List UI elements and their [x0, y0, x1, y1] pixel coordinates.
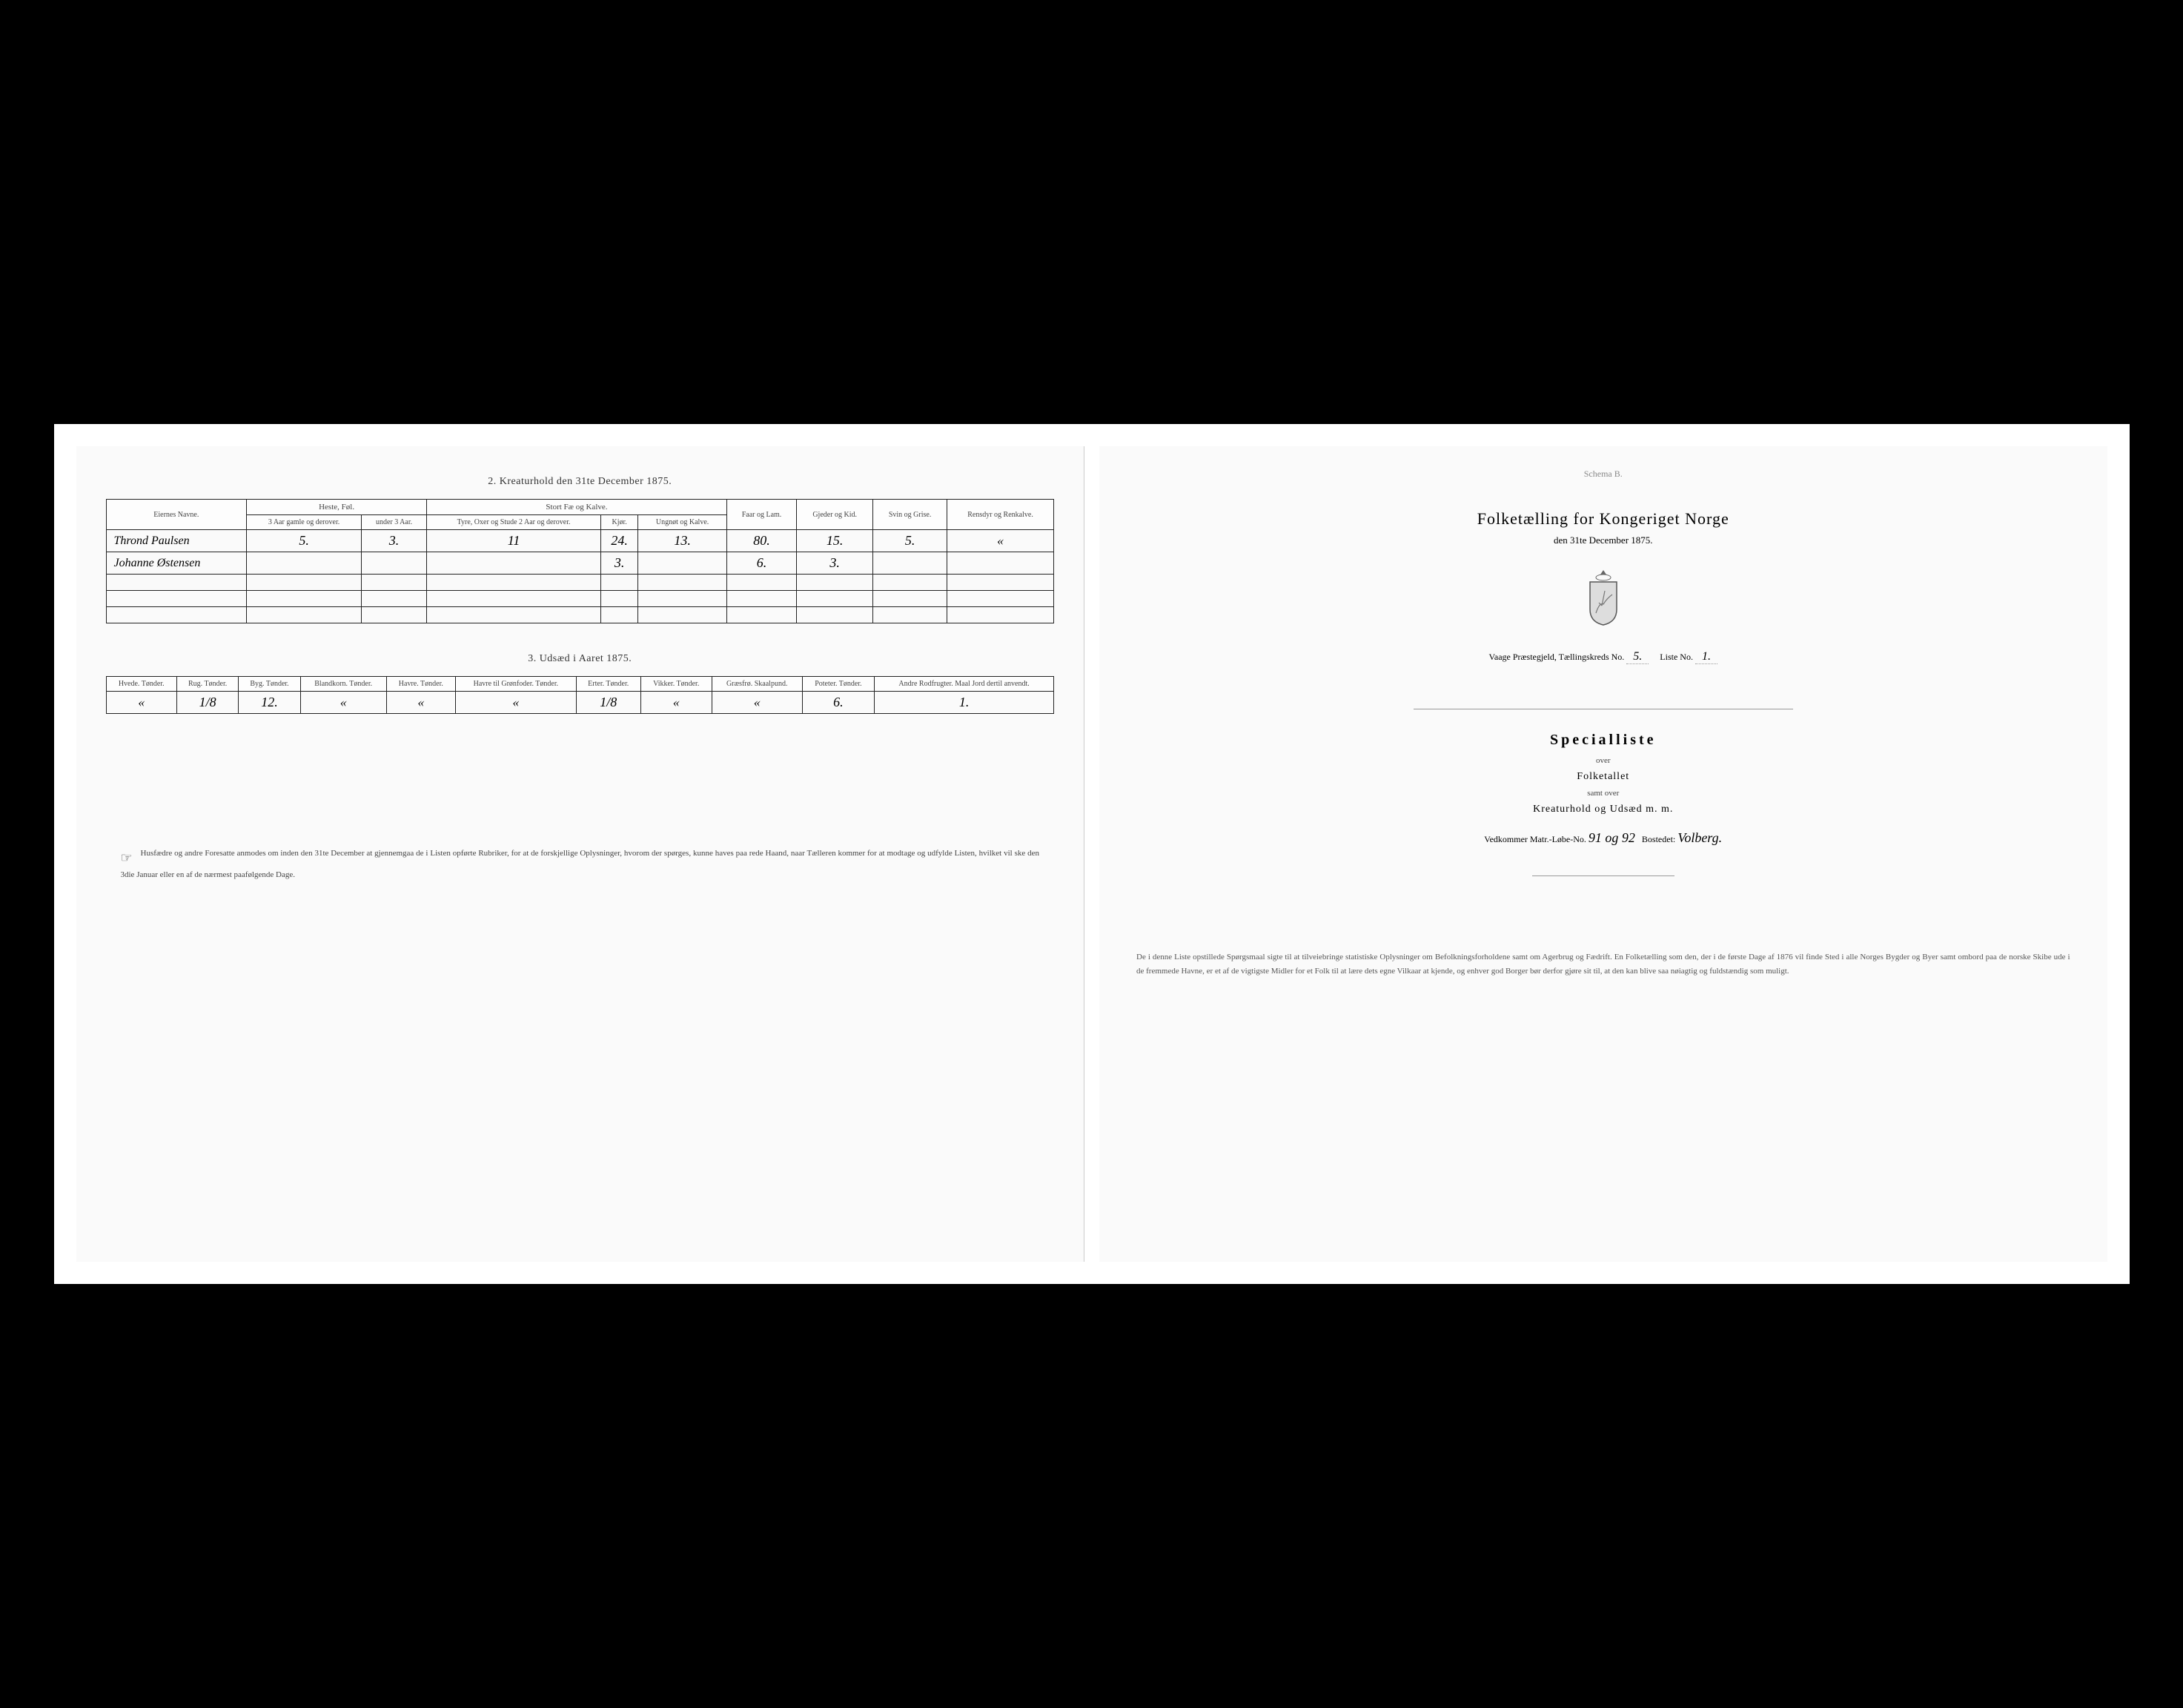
col-erter: Erter. Tønder.	[576, 677, 640, 692]
special-title: Specialliste	[1129, 732, 2078, 749]
district-prefix: Vaage Præstegjeld, Tællingskreds No.	[1489, 652, 1625, 662]
special-folketallet: Folketallet	[1129, 771, 2078, 783]
liste-label: Liste No.	[1660, 652, 1693, 662]
cell: 1.	[875, 692, 1054, 714]
footer-text: Husfædre og andre Foresatte anmodes om i…	[121, 849, 1040, 879]
cell: 3.	[362, 530, 427, 552]
cell: 15.	[797, 530, 873, 552]
sowing-table: Hvede. Tønder. Rug. Tønder. Byg. Tønder.…	[106, 676, 1055, 714]
cell: «	[300, 692, 386, 714]
cell: «	[106, 692, 176, 714]
col-graesfro: Græsfrø. Skaalpund.	[712, 677, 802, 692]
col-havre: Havre. Tønder.	[386, 677, 455, 692]
col-poteter: Poteter. Tønder.	[802, 677, 875, 692]
cell	[362, 552, 427, 575]
table-row: Johanne Østensen 3. 6. 3.	[106, 552, 1054, 575]
cell	[427, 552, 601, 575]
coat-of-arms-icon	[1581, 569, 1626, 628]
cell: 1/8	[176, 692, 238, 714]
col-group-horses: Heste, Føl.	[247, 500, 427, 515]
bostedet-label: Bostedet:	[1642, 834, 1675, 844]
col-h1: 3 Aar gamle og derover.	[247, 515, 362, 530]
cell: «	[947, 530, 1054, 552]
table-row: « 1/8 12. « « « 1/8 « « 6. 1.	[106, 692, 1054, 714]
col-reindeer: Rensdyr og Renkalve.	[947, 500, 1054, 530]
special-over: over	[1129, 756, 2078, 765]
cell: «	[386, 692, 455, 714]
cell: «	[712, 692, 802, 714]
left-footer-note: ☞ Husfædre og andre Foresatte anmodes om…	[106, 847, 1055, 881]
census-title: Folketælling for Kongeriget Norge	[1129, 509, 2078, 529]
livestock-table: Eiernes Navne. Heste, Føl. Stort Fæ og K…	[106, 499, 1055, 623]
section3-title: 3. Udsæd i Aaret 1875.	[106, 653, 1055, 665]
census-subtitle: den 31te December 1875.	[1129, 534, 2078, 546]
cell: 24.	[601, 530, 638, 552]
special-kreatur: Kreaturhold og Udsæd m. m.	[1129, 804, 2078, 815]
document-frame: 2. Kreaturhold den 31te December 1875. E…	[54, 424, 2130, 1284]
cell	[247, 552, 362, 575]
table-row	[106, 575, 1054, 591]
table-row: Thrond Paulsen 5. 3. 11 24. 13. 80. 15. …	[106, 530, 1054, 552]
col-sheep: Faar og Lam.	[726, 500, 796, 530]
col-hvede: Hvede. Tønder.	[106, 677, 176, 692]
col-havre-gron: Havre til Grønfoder. Tønder.	[455, 677, 576, 692]
cell: 80.	[726, 530, 796, 552]
cell: 6.	[802, 692, 875, 714]
cell: 12.	[239, 692, 300, 714]
district-no: 5.	[1626, 650, 1649, 664]
pointing-hand-icon: ☞	[121, 847, 133, 869]
cell: 1/8	[576, 692, 640, 714]
special-samt-over: samt over	[1129, 789, 2078, 798]
cell	[947, 552, 1054, 575]
bostedet: Volberg.	[1677, 830, 1722, 846]
cell: «	[640, 692, 712, 714]
left-page: 2. Kreaturhold den 31te December 1875. E…	[76, 446, 1085, 1262]
cell: 13.	[638, 530, 727, 552]
col-vikker: Vikker. Tønder.	[640, 677, 712, 692]
cell	[873, 552, 947, 575]
section2-title: 2. Kreaturhold den 31te December 1875.	[106, 476, 1055, 488]
table-row	[106, 591, 1054, 607]
matr-label: Vedkommer Matr.-Løbe-No.	[1484, 834, 1586, 844]
col-c3: Ungnøt og Kalve.	[638, 515, 727, 530]
col-rodfrugter: Andre Rodfrugter. Maal Jord dertil anven…	[875, 677, 1054, 692]
owner-name: Johanne Østensen	[106, 552, 247, 575]
cell: 3.	[601, 552, 638, 575]
cell: 3.	[797, 552, 873, 575]
matr-line: Vedkommer Matr.-Løbe-No. 91 og 92 Bosted…	[1129, 830, 2078, 846]
district-line: Vaage Præstegjeld, Tællingskreds No. 5. …	[1129, 650, 2078, 664]
divider	[1532, 875, 1674, 876]
cell: 6.	[726, 552, 796, 575]
matr-no: 91 og 92	[1589, 830, 1635, 846]
cell: 5.	[247, 530, 362, 552]
right-page: Schema B. Folketælling for Kongeriget No…	[1099, 446, 2107, 1262]
table-row	[106, 607, 1054, 623]
cell: 5.	[873, 530, 947, 552]
cell	[638, 552, 727, 575]
col-byg: Byg. Tønder.	[239, 677, 300, 692]
liste-no: 1.	[1695, 650, 1717, 664]
col-h2: under 3 Aar.	[362, 515, 427, 530]
col-c2: Kjør.	[601, 515, 638, 530]
col-rug: Rug. Tønder.	[176, 677, 238, 692]
schema-label: Schema B.	[1129, 469, 2078, 480]
owner-name: Thrond Paulsen	[106, 530, 247, 552]
col-owners: Eiernes Navne.	[106, 500, 247, 530]
cell: «	[455, 692, 576, 714]
col-goats: Gjeder og Kid.	[797, 500, 873, 530]
col-group-cattle: Stort Fæ og Kalve.	[427, 500, 727, 515]
cell: 11	[427, 530, 601, 552]
col-c1: Tyre, Oxer og Stude 2 Aar og derover.	[427, 515, 601, 530]
col-blandkorn: Blandkorn. Tønder.	[300, 677, 386, 692]
col-pigs: Svin og Grise.	[873, 500, 947, 530]
right-footer-note: De i denne Liste opstillede Spørgsmaal s…	[1129, 950, 2078, 978]
